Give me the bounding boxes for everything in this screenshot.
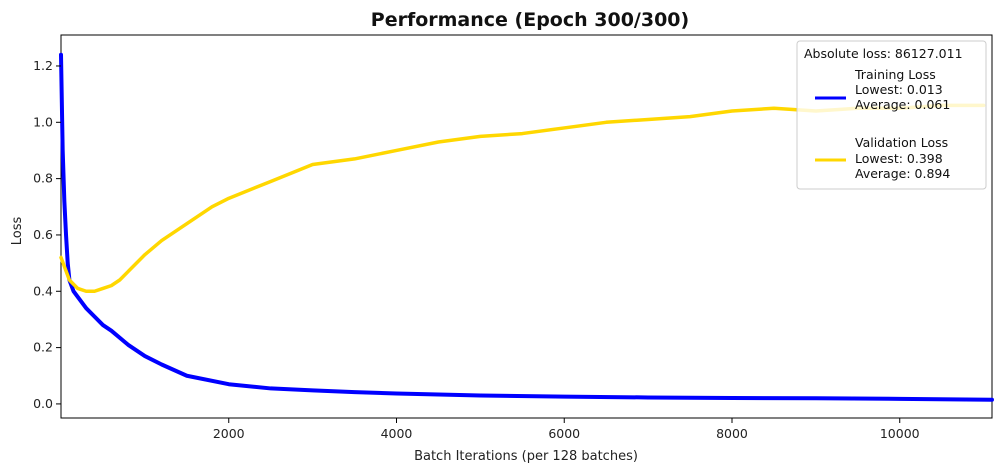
chart-title: Performance (Epoch 300/300) xyxy=(371,9,689,31)
legend: Absolute loss: 86127.011 Training Loss L… xyxy=(796,40,987,190)
x-tick-label-1: 4000 xyxy=(381,426,413,441)
legend-validation-average: Average: 0.894 xyxy=(855,166,950,181)
y-tick-label-5: 1.0 xyxy=(33,114,53,129)
y-tick-label-6: 1.2 xyxy=(33,58,53,73)
legend-validation-lowest: Lowest: 0.398 xyxy=(855,151,943,166)
legend-training-lowest: Lowest: 0.013 xyxy=(855,82,943,97)
x-tick-label-4: 10000 xyxy=(880,426,920,441)
legend-header: Absolute loss: 86127.011 xyxy=(804,46,963,61)
y-tick-label-3: 0.6 xyxy=(33,227,53,242)
series-line-training-loss xyxy=(59,52,994,402)
x-tick-label-2: 6000 xyxy=(548,426,580,441)
x-tick-label-0: 2000 xyxy=(213,426,245,441)
x-axis: 2000 4000 6000 8000 10000 xyxy=(213,418,920,441)
plot-frame xyxy=(60,34,993,419)
series-line-validation-loss xyxy=(59,103,986,294)
legend-training-label: Training Loss xyxy=(854,67,936,82)
y-tick-label-2: 0.4 xyxy=(33,283,53,298)
y-tick-label-4: 0.8 xyxy=(33,171,53,186)
y-axis: 0.0 0.2 0.4 0.6 0.8 1.0 1.2 xyxy=(33,58,61,411)
y-tick-label-0: 0.0 xyxy=(33,396,53,411)
y-tick-label-1: 0.2 xyxy=(33,340,53,355)
y-axis-label: Loss xyxy=(10,217,25,246)
plot-area xyxy=(59,34,994,419)
legend-validation-label: Validation Loss xyxy=(855,135,948,150)
legend-training-average: Average: 0.061 xyxy=(855,97,950,112)
x-axis-label: Batch Iterations (per 128 batches) xyxy=(414,449,638,464)
x-tick-label-3: 8000 xyxy=(716,426,748,441)
legend-box xyxy=(796,40,987,190)
series-layer xyxy=(59,52,994,402)
